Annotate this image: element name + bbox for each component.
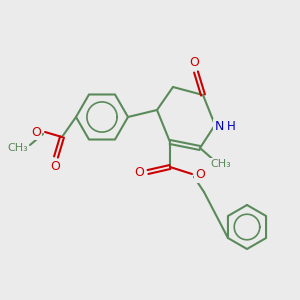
Text: CH₃: CH₃ bbox=[8, 143, 29, 153]
Text: O: O bbox=[31, 125, 41, 139]
Text: O: O bbox=[189, 56, 199, 68]
Text: H: H bbox=[226, 121, 236, 134]
Text: N: N bbox=[214, 121, 224, 134]
Text: O: O bbox=[134, 166, 144, 178]
Text: CH₃: CH₃ bbox=[211, 159, 231, 169]
Text: O: O bbox=[50, 160, 60, 173]
Text: O: O bbox=[195, 169, 205, 182]
